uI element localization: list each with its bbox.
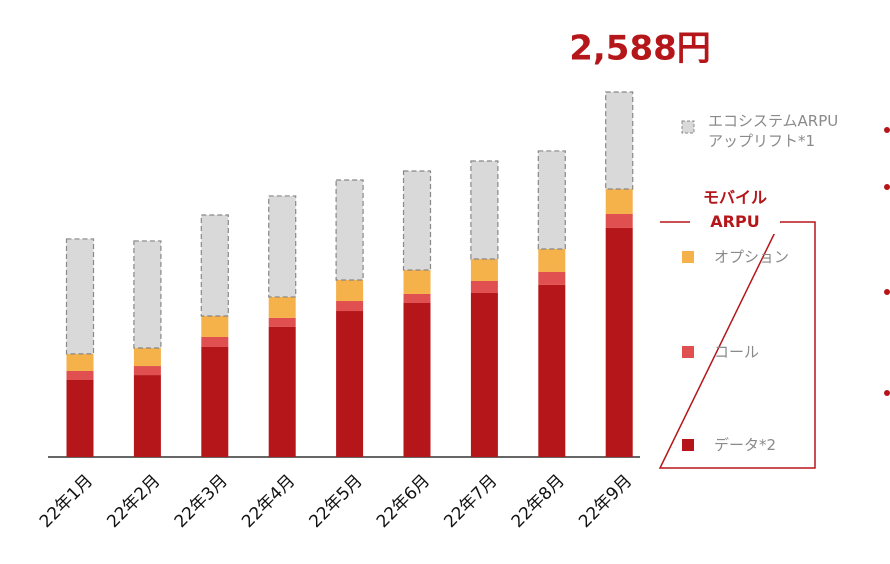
bar-segment: [537, 150, 566, 250]
bar-segment: [66, 370, 94, 380]
total-annotation: 2,588円: [569, 29, 711, 69]
bar-segment: [268, 195, 297, 298]
bullet: [884, 127, 890, 133]
bar-segment: [470, 160, 499, 260]
bar-segment: [538, 271, 566, 285]
bar-segment: [605, 227, 633, 457]
bar-segment: [336, 280, 364, 302]
bar-segment: [402, 170, 432, 271]
legend-label: コール: [714, 343, 760, 361]
x-tick-label: 22年8月: [508, 471, 569, 532]
bar-segment: [268, 326, 296, 457]
bullet: [884, 289, 890, 295]
x-tick-label: 22年6月: [373, 471, 434, 532]
bar-segment: [65, 238, 95, 355]
bar-segment: [201, 315, 229, 337]
bullet: [884, 184, 890, 190]
bar-segment: [133, 366, 161, 376]
bar-segment: [605, 213, 633, 228]
bar-segment: [538, 284, 566, 457]
legend-swatch: [681, 120, 695, 134]
bar-segment: [335, 179, 364, 281]
bar-segment: [268, 296, 296, 318]
legend-swatch: [682, 439, 694, 451]
bar-segment: [66, 353, 94, 371]
bar-segment: [336, 311, 364, 457]
bullet: [884, 390, 890, 396]
x-tick-label: 22年9月: [575, 471, 636, 532]
legend-swatch: [682, 251, 694, 263]
legend-group-box: [658, 221, 816, 469]
legend-label: データ*2: [714, 436, 777, 454]
bar-segment: [470, 292, 498, 457]
x-tick-label: 22年1月: [36, 471, 97, 532]
bar-segment: [403, 302, 431, 457]
bar-segment: [470, 258, 498, 281]
legend-swatch: [682, 346, 694, 358]
bar-segment: [268, 317, 296, 327]
bar-segment: [133, 347, 161, 367]
x-tick-label: 22年4月: [238, 471, 299, 532]
bar-segment: [605, 189, 633, 214]
legend-label: エコシステムARPU アップリフト*1: [708, 112, 839, 150]
legend-group-title: モバイル ARPU: [690, 186, 780, 234]
bar-segment: [538, 248, 566, 272]
bar-segment: [133, 240, 162, 349]
bar-segment: [605, 91, 634, 190]
bar-segment: [403, 293, 431, 303]
bar-segment: [201, 346, 229, 457]
legend-label: オプション: [714, 248, 790, 266]
bar-segment: [201, 336, 229, 347]
bar-segment: [470, 280, 498, 293]
bar-segment: [200, 214, 229, 317]
x-tick-label: 22年7月: [440, 471, 501, 532]
x-tick-label: 22年3月: [171, 471, 232, 532]
bar-segment: [336, 301, 364, 312]
bar-segment: [403, 269, 431, 294]
x-tick-label: 22年5月: [306, 471, 367, 532]
x-tick-label: 22年2月: [103, 471, 164, 532]
bar-segment: [66, 379, 94, 457]
bar-segment: [133, 375, 161, 457]
